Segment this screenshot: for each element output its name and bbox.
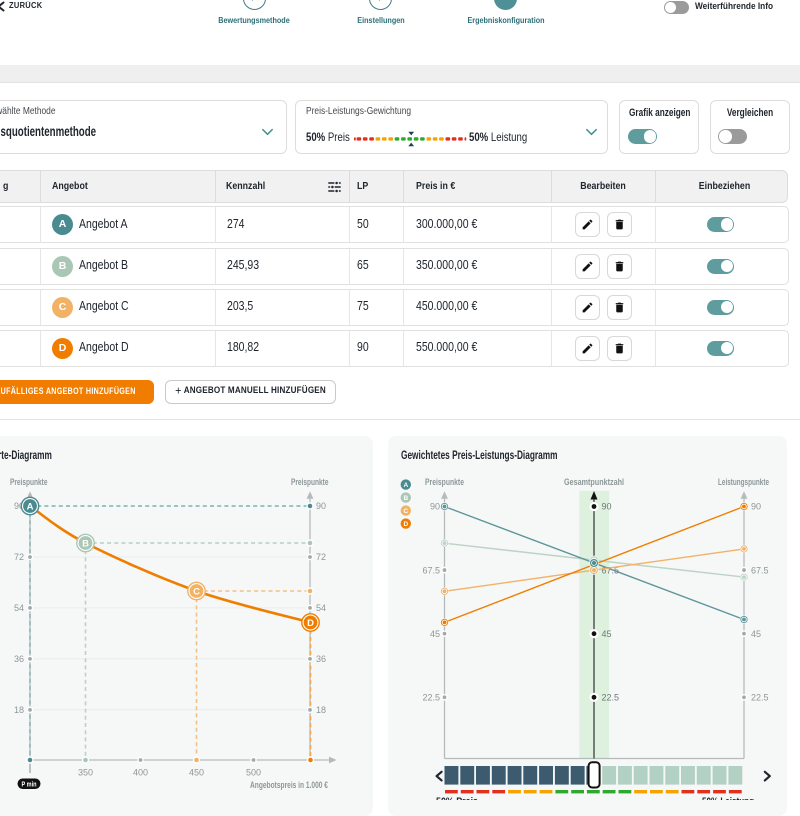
svg-text:72: 72 bbox=[316, 552, 326, 562]
svg-text:90: 90 bbox=[316, 501, 326, 511]
svg-text:18: 18 bbox=[14, 705, 24, 715]
svg-text:C: C bbox=[403, 508, 408, 515]
svg-text:P min: P min bbox=[22, 782, 37, 789]
svg-text:B: B bbox=[403, 495, 408, 502]
svg-text:67.5: 67.5 bbox=[751, 565, 769, 575]
svg-text:500: 500 bbox=[246, 768, 261, 778]
svg-text:36: 36 bbox=[14, 654, 24, 664]
svg-text:90: 90 bbox=[751, 502, 761, 512]
svg-text:90: 90 bbox=[14, 501, 24, 511]
svg-text:Preispunkte: Preispunkte bbox=[291, 477, 329, 488]
svg-text:22.5: 22.5 bbox=[602, 692, 620, 702]
svg-text:Angebotspreis in 1.000 €: Angebotspreis in 1.000 € bbox=[250, 780, 328, 791]
svg-text:450: 450 bbox=[189, 768, 204, 778]
svg-text:90: 90 bbox=[602, 502, 612, 512]
svg-text:D: D bbox=[307, 618, 314, 629]
svg-text:54: 54 bbox=[14, 603, 24, 613]
svg-text:18: 18 bbox=[316, 705, 326, 715]
svg-text:Preispunkte: Preispunkte bbox=[425, 477, 464, 488]
svg-text:A: A bbox=[403, 482, 408, 489]
svg-text:Preispunkte: Preispunkte bbox=[10, 477, 48, 488]
svg-text:54: 54 bbox=[316, 603, 326, 613]
svg-text:350: 350 bbox=[78, 768, 93, 778]
svg-text:90: 90 bbox=[430, 502, 440, 512]
svg-text:45: 45 bbox=[430, 629, 440, 639]
svg-text:45: 45 bbox=[751, 629, 761, 639]
svg-text:67.5: 67.5 bbox=[422, 565, 440, 575]
svg-text:22.5: 22.5 bbox=[751, 692, 769, 702]
svg-text:45: 45 bbox=[602, 629, 612, 639]
svg-text:C: C bbox=[193, 586, 200, 597]
svg-text:72: 72 bbox=[14, 552, 24, 562]
svg-text:Leistungspunkte: Leistungspunkte bbox=[718, 477, 769, 488]
svg-text:Gesamtpunktzahl: Gesamtpunktzahl bbox=[564, 477, 624, 488]
svg-text:D: D bbox=[403, 521, 408, 528]
svg-text:B: B bbox=[82, 538, 89, 549]
svg-text:67.5: 67.5 bbox=[602, 565, 620, 575]
svg-text:36: 36 bbox=[316, 654, 326, 664]
svg-text:50% Leistung: 50% Leistung bbox=[702, 797, 754, 801]
svg-text:50% Preis: 50% Preis bbox=[436, 797, 478, 801]
svg-text:400: 400 bbox=[133, 768, 148, 778]
svg-text:A: A bbox=[27, 501, 34, 512]
svg-text:22.5: 22.5 bbox=[422, 692, 440, 702]
